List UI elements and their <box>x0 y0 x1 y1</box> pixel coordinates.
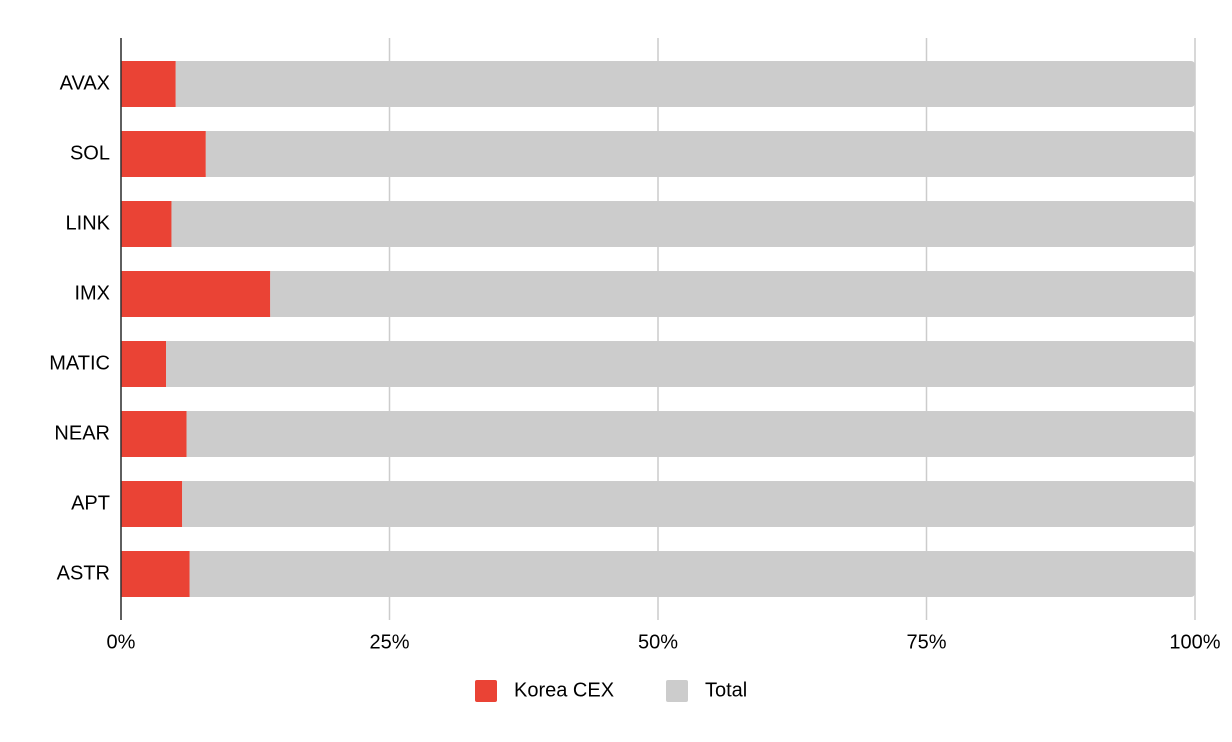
bar <box>182 481 1195 527</box>
bar <box>121 271 271 317</box>
y-tick-label: APT <box>71 492 110 514</box>
x-tick-label: 25% <box>369 631 409 653</box>
bar-fill <box>166 341 175 387</box>
bar <box>121 551 190 597</box>
y-tick-label: IMX <box>74 282 110 304</box>
bar <box>175 61 1196 107</box>
x-tick-label: 0% <box>107 631 136 653</box>
bar <box>166 341 1195 387</box>
y-tick-label: AVAX <box>60 72 110 94</box>
bar-fill <box>175 61 184 107</box>
x-tick-label: 100% <box>1169 631 1220 653</box>
bar <box>205 131 1195 177</box>
bar <box>121 411 187 457</box>
bar <box>121 481 183 527</box>
bar <box>270 271 1195 317</box>
y-tick-label: MATIC <box>49 352 110 374</box>
bar-fill <box>270 271 279 317</box>
bar <box>121 131 206 177</box>
bar-fill <box>182 481 191 527</box>
legend-label: Korea CEX <box>514 679 614 701</box>
y-tick-label: SOL <box>70 142 110 164</box>
legend-swatch <box>666 680 688 702</box>
legend-label: Total <box>705 679 747 701</box>
bar-fill <box>186 411 195 457</box>
bar <box>171 201 1195 247</box>
bar <box>186 411 1195 457</box>
bar <box>121 201 172 247</box>
bar-fill <box>189 551 198 597</box>
y-tick-label: NEAR <box>54 422 110 444</box>
y-tick-label: LINK <box>66 212 111 234</box>
bar <box>121 341 167 387</box>
y-tick-label: ASTR <box>57 562 110 584</box>
bar-fill <box>171 201 180 247</box>
x-tick-label: 75% <box>906 631 946 653</box>
bar <box>121 61 176 107</box>
bar-fill <box>205 131 214 177</box>
bar <box>189 551 1196 597</box>
x-tick-label: 50% <box>638 631 678 653</box>
legend-swatch <box>475 680 497 702</box>
